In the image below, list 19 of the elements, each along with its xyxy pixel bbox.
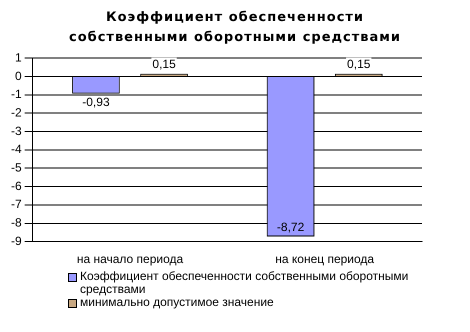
x-tick-label: на начало периода (76, 252, 184, 266)
y-tick-label: 0 (14, 68, 22, 83)
legend-label: минимально допустимое значение (80, 295, 274, 309)
x-tick-label: на конец периода (275, 252, 374, 266)
data-label: -8,72 (276, 220, 305, 234)
y-tick-label: -9 (11, 234, 22, 248)
y-tick-label: -8 (11, 216, 22, 230)
y-tick-label: -5 (11, 160, 22, 175)
data-label: 0,15 (152, 57, 176, 72)
y-tick-label: 1 (14, 50, 22, 65)
y-tick-label: -2 (11, 106, 22, 120)
data-label: 0,15 (347, 57, 371, 72)
chart-title: Коэффициент обеспеченности собственными оборотными средствами (68, 9, 402, 47)
data-label: -0,93 (82, 94, 110, 109)
y-tick-label: -1 (11, 87, 22, 102)
y-tick-label: -3 (11, 124, 22, 138)
y-tick-label: -4 (11, 142, 22, 156)
y-tick-label: -6 (11, 178, 22, 193)
y-tick-label: -7 (11, 197, 22, 212)
